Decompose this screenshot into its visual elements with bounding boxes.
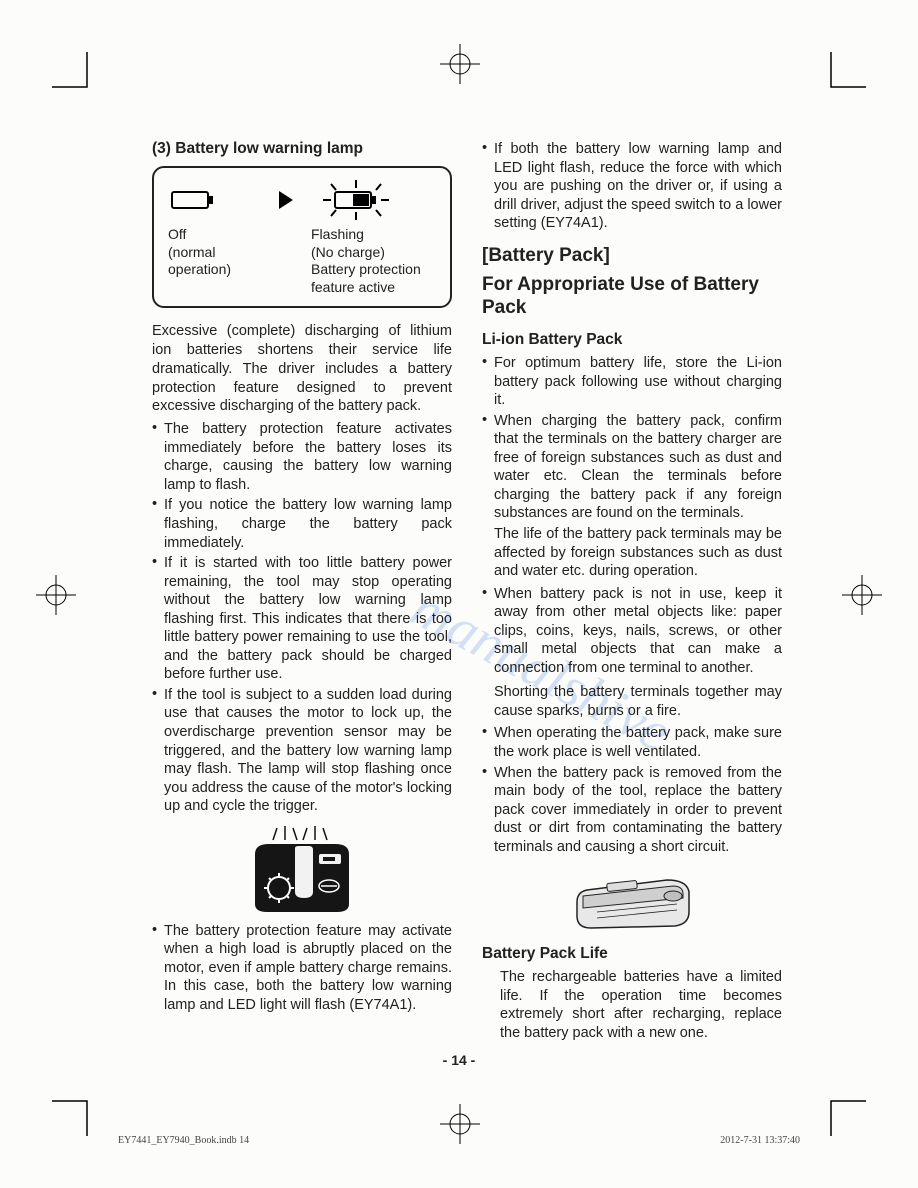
battery-pack-illustration (557, 862, 707, 932)
flash-label: Flashing (311, 226, 436, 244)
right-bullet-3: When battery pack is not in use, keep it… (494, 585, 782, 678)
left-column: (3) Battery low warning lamp Off (normal (152, 140, 452, 1046)
arrow-icon (279, 191, 293, 209)
off-desc1: (normal (168, 244, 293, 262)
right-bullet-1: For optimum battery life, store the Li-i… (494, 354, 782, 410)
life-text: The rechargeable batteries have a limite… (482, 968, 782, 1042)
footer-left: EY7441_EY7940_Book.indb 14 (118, 1135, 249, 1146)
right-sub-3b: Shorting the battery terminals together … (482, 683, 782, 720)
section-title: (3) Battery low warning lamp (152, 140, 452, 158)
right-bullet-0: If both the battery low warning lamp and… (494, 140, 782, 233)
liion-title: Li-ion Battery Pack (482, 330, 782, 350)
right-column: •If both the battery low warning lamp an… (482, 140, 782, 1046)
warning-lamp-box: Off (normal operation) (152, 166, 452, 308)
page-number: - 14 - (0, 1052, 918, 1068)
right-bullet-2: When charging the battery pack, confirm … (494, 412, 782, 523)
flash-desc1: (No charge) (311, 244, 436, 262)
bullet-2: If you notice the battery low warning la… (164, 496, 452, 552)
footer-right: 2012-7-31 13:37:40 (720, 1135, 800, 1146)
flash-desc2: Battery protection (311, 261, 436, 279)
battery-off-icon (168, 186, 218, 214)
device-illustration (237, 826, 367, 914)
right-sub-2b: The life of the battery pack terminals m… (482, 525, 782, 581)
box-flash-col: Flashing (No charge) Battery protection … (311, 180, 436, 296)
right-bullet-4: When operating the battery pack, make su… (494, 724, 782, 761)
right-bullet-5: When the battery pack is removed from th… (494, 764, 782, 857)
battery-flashing-icon (311, 180, 401, 220)
bullet-5: The battery protection feature may activ… (164, 922, 452, 1015)
bullet-4: If the tool is subject to a sudden load … (164, 686, 452, 816)
off-label: Off (168, 226, 293, 244)
life-title: Battery Pack Life (482, 944, 782, 964)
box-off-col: Off (normal operation) (168, 180, 293, 296)
off-desc2: operation) (168, 261, 293, 279)
bullet-1: The battery protection feature activates… (164, 420, 452, 494)
bracket-title: [Battery Pack] (482, 245, 782, 267)
subtitle: For Appropriate Use of Battery Pack (482, 273, 782, 321)
para-excessive: Excessive (complete) discharging of lith… (152, 322, 452, 416)
bullet-3: If it is started with too little battery… (164, 554, 452, 684)
flash-desc3: feature active (311, 279, 436, 297)
